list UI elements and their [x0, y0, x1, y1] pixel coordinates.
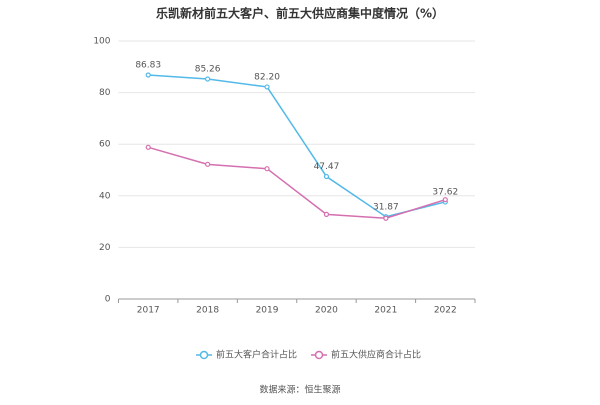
point: [442, 197, 448, 203]
point: [145, 144, 151, 150]
point: [323, 211, 330, 217]
point: [264, 84, 270, 90]
y-tick-label: 60: [99, 140, 111, 150]
y-tick-label: 20: [99, 243, 111, 253]
data-label: 85.26: [195, 65, 221, 75]
point: [145, 72, 151, 78]
data-label: 82.20: [254, 72, 280, 82]
legend-label: 前五大客户合计占比: [216, 349, 297, 361]
x-tick-label: 2020: [315, 306, 338, 316]
chart-title: 乐凯新材前五大客户、前五大供应商集中度情况（%）: [156, 6, 444, 21]
y-tick-label: 100: [93, 37, 110, 47]
point: [205, 76, 211, 82]
x-tick-label: 2019: [256, 306, 279, 316]
data-label: 31.87: [373, 202, 399, 212]
series-line: [148, 146, 446, 220]
legend-marker: [199, 350, 209, 360]
legend-label: 前五大供应商合计占比: [331, 349, 421, 361]
y-tick-label: 0: [105, 295, 111, 305]
data-label: 86.83: [135, 60, 161, 70]
legend-marker: [314, 350, 324, 360]
point: [205, 161, 211, 167]
data-label: 47.47: [314, 162, 340, 172]
point: [323, 173, 330, 180]
x-tick-label: 2018: [196, 306, 219, 316]
y-tick-label: 40: [99, 191, 111, 201]
source-note: 数据来源：恒生聚源: [259, 384, 340, 396]
y-tick-label: 80: [99, 88, 111, 98]
point: [383, 215, 389, 221]
x-tick-label: 2022: [434, 306, 457, 316]
x-tick-label: 2017: [137, 306, 160, 316]
point: [264, 166, 270, 172]
series-line: [148, 74, 446, 218]
x-tick-label: 2021: [374, 306, 397, 316]
data-label: 37.62: [432, 187, 458, 197]
